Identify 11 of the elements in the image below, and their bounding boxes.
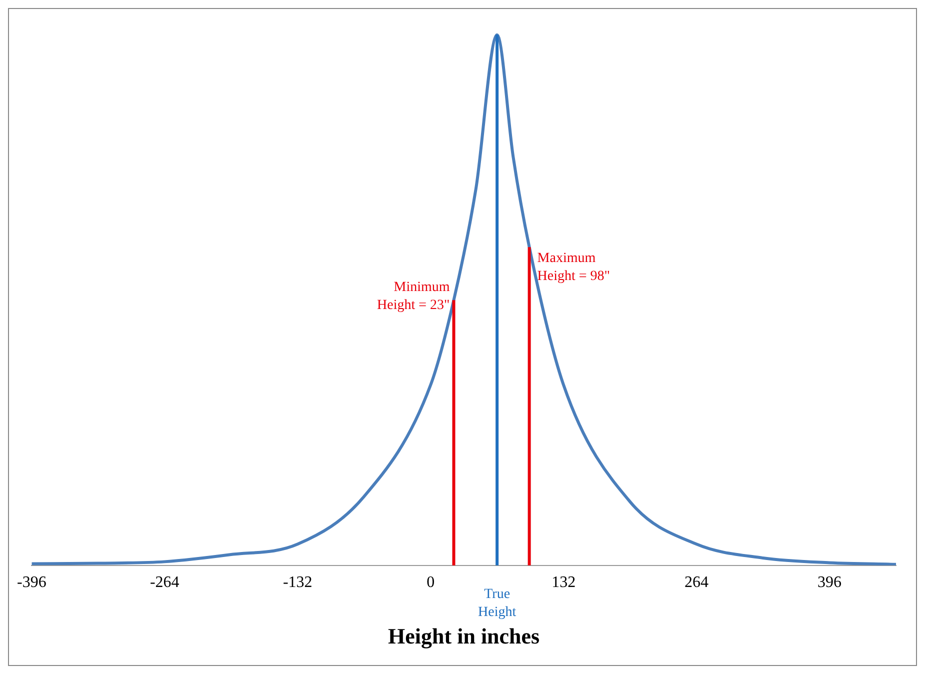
x-tick-label: -264: [150, 574, 180, 592]
x-tick-label: 264: [684, 574, 709, 592]
x-tick-label: 0: [426, 574, 435, 592]
ref-line-label: True Height: [478, 587, 516, 620]
x-tick-label: -132: [282, 574, 312, 592]
x-tick-label: 132: [552, 574, 576, 592]
ref-line-label: Maximum Height = 98": [537, 250, 610, 284]
ref-line-label: Minimum Height = 23": [377, 280, 450, 313]
x-tick-label: -396: [17, 574, 46, 592]
x-axis-title: Height in inches: [388, 623, 540, 648]
x-tick-label: 396: [818, 574, 842, 592]
